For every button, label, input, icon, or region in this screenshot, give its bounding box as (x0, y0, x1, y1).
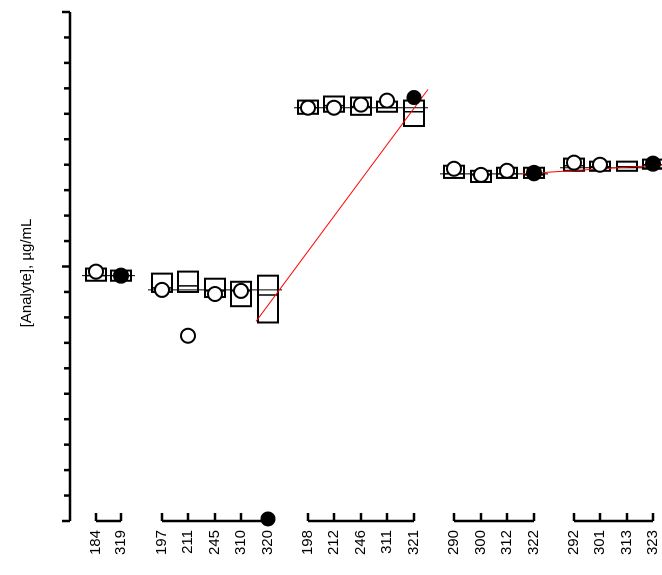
filled-point (113, 268, 129, 284)
box (257, 274, 279, 324)
box (230, 280, 252, 308)
open-point (473, 166, 489, 183)
open-point (379, 92, 395, 109)
group-mean-lines (82, 107, 662, 291)
x-tick-label: 212 (325, 530, 342, 555)
x-tick-label: 311 (378, 530, 395, 554)
open-point (233, 282, 249, 299)
x-tick-label: 290 (445, 530, 462, 555)
filled-point (406, 90, 422, 106)
x-tick-label: 313 (618, 530, 635, 555)
x-tick-label: 321 (405, 530, 422, 555)
open-point (88, 263, 104, 280)
x-tick-label: 320 (259, 530, 276, 555)
open-point (499, 162, 515, 179)
x-tick-label: 323 (644, 530, 661, 555)
data-points (88, 90, 661, 527)
x-tick-label: 198 (299, 530, 316, 555)
open-point (300, 99, 316, 116)
x-tick-label: 301 (591, 530, 608, 555)
x-tick-label: 312 (498, 530, 515, 555)
x-tick-label: 322 (525, 530, 542, 555)
x-tick-label: 246 (352, 530, 369, 555)
x-tick-label: 319 (112, 530, 129, 555)
x-tick-label: 292 (565, 530, 582, 555)
open-point (353, 96, 369, 113)
x-tick-label: 211 (179, 530, 196, 554)
x-tick-label: 197 (153, 530, 170, 555)
x-axis: 184 319 197 211 245 310 320 198 212 246 311 321 290 3… (87, 513, 661, 555)
open-point (326, 99, 342, 116)
open-point (592, 156, 608, 173)
x-tick-label: 310 (232, 530, 249, 555)
filled-point (526, 166, 542, 182)
filled-point (260, 511, 276, 527)
x-tick-label: 184 (87, 530, 104, 555)
open-point (154, 281, 170, 298)
y-axis-label: [Analyte], µg/mL (18, 219, 35, 328)
x-tick-label: 245 (206, 530, 223, 555)
box (177, 270, 199, 293)
box-plots (85, 95, 662, 324)
open-point (566, 154, 582, 171)
filled-point (645, 156, 661, 172)
trend-lines (255, 89, 662, 322)
y-axis (62, 10, 72, 523)
x-tick-label: 300 (472, 530, 489, 555)
open-point (180, 327, 196, 344)
open-point (446, 160, 462, 177)
trend-line (255, 89, 429, 322)
open-point (207, 285, 223, 302)
